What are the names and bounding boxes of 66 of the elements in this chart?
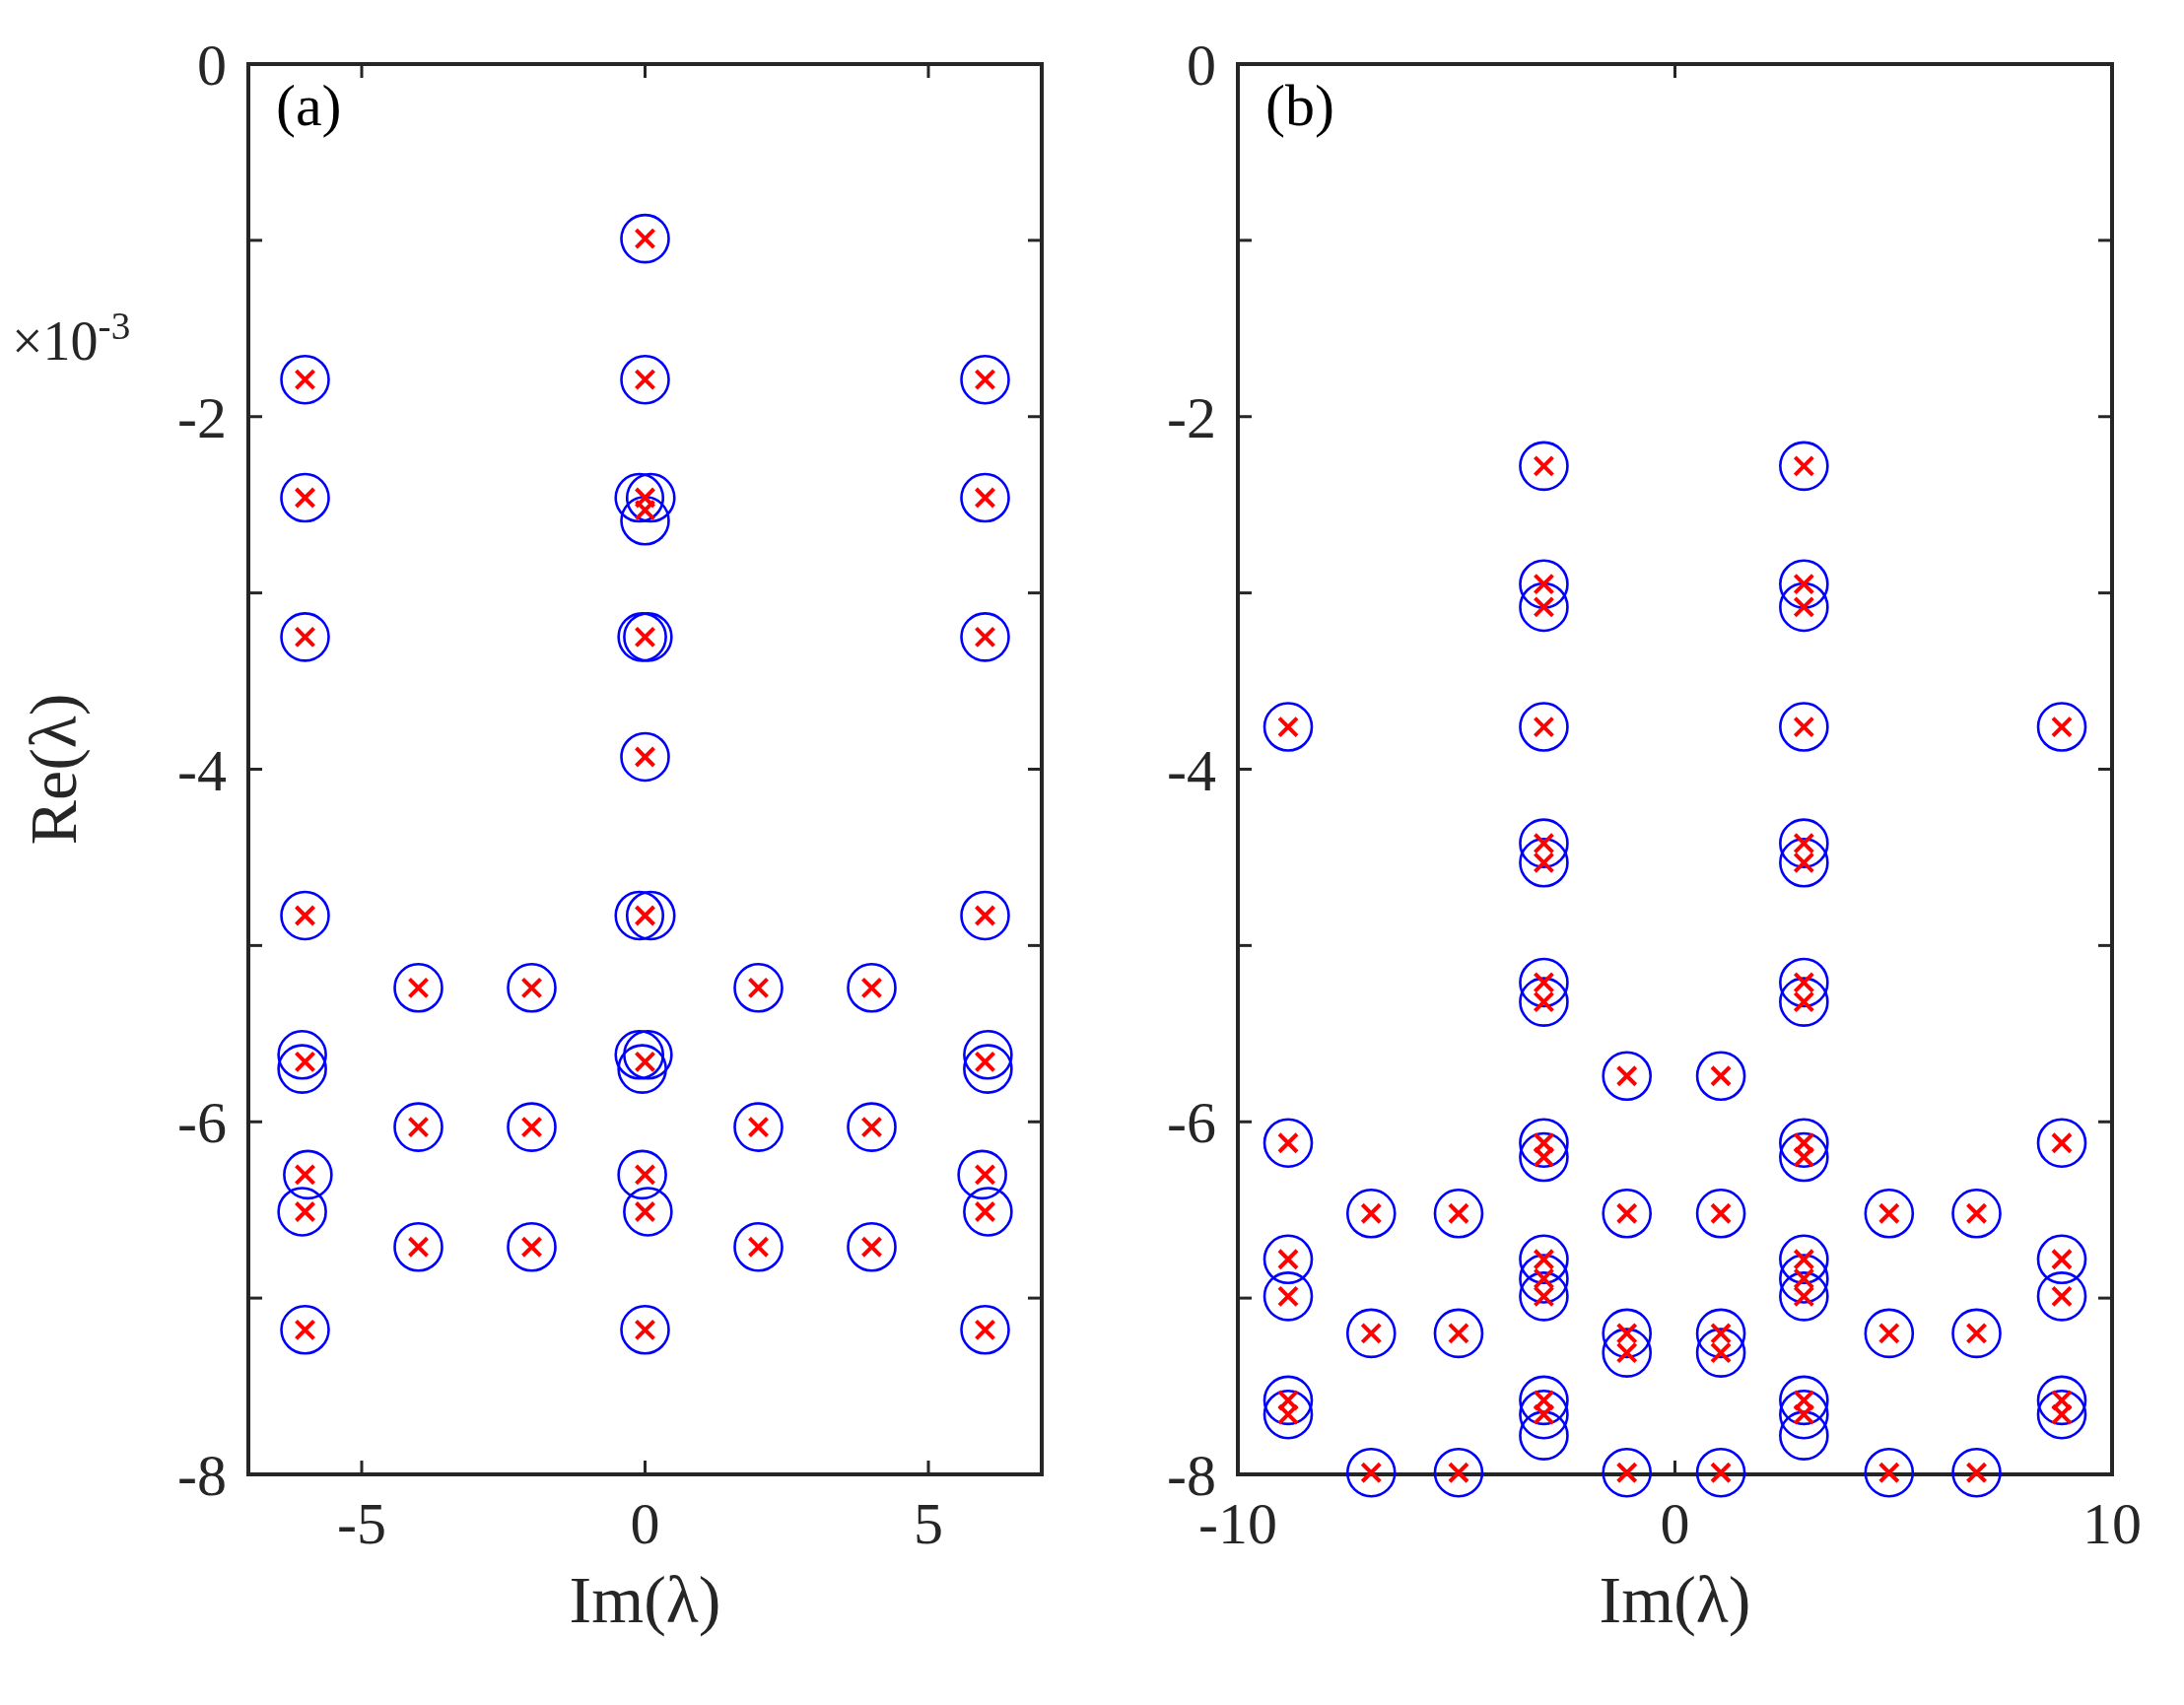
point (507, 1102, 557, 1152)
point (620, 731, 670, 783)
point (280, 354, 330, 405)
y-tick-label: -2 (177, 384, 227, 450)
point (617, 612, 667, 662)
x-tick-label: 0 (630, 1491, 660, 1556)
point (963, 1044, 1013, 1094)
point (280, 472, 330, 523)
y-tick-label: -6 (177, 1090, 227, 1156)
x-tick-label: -5 (337, 1491, 386, 1556)
point (625, 472, 676, 523)
y-tick-label: -4 (1167, 737, 1216, 803)
point (393, 963, 444, 1013)
point (963, 1187, 1013, 1237)
point (280, 890, 330, 941)
point (623, 612, 673, 662)
y-tick-label: -4 (177, 737, 227, 803)
point (733, 1221, 784, 1272)
point (963, 1029, 1013, 1080)
point (393, 1221, 444, 1272)
point (280, 1305, 330, 1355)
point (960, 612, 1010, 662)
point (277, 1187, 327, 1237)
point (625, 890, 676, 941)
x-tick-label: 10 (2082, 1491, 2142, 1556)
point (617, 1149, 667, 1200)
point (733, 963, 784, 1013)
point (617, 1044, 667, 1094)
point (620, 1305, 670, 1355)
point (614, 890, 665, 941)
y-axis-title: Re(λ) (16, 693, 91, 846)
y-tick-label: -8 (177, 1443, 227, 1508)
point (960, 1305, 1010, 1355)
point (960, 354, 1010, 405)
point (623, 1187, 673, 1237)
point (960, 890, 1010, 941)
point (620, 354, 670, 405)
y-tick-label: -2 (1167, 384, 1216, 450)
point (393, 1102, 444, 1152)
point (283, 1149, 333, 1200)
x-tick-label: 5 (914, 1491, 943, 1556)
x-axis-title: Im(λ) (1599, 1562, 1751, 1637)
annotation: (a) (276, 73, 342, 138)
point (620, 213, 670, 264)
point (847, 963, 897, 1013)
point (847, 1102, 897, 1152)
x-tick-label: 0 (1660, 1491, 1690, 1556)
point (620, 495, 670, 546)
point (957, 1149, 1007, 1200)
point (507, 1221, 557, 1272)
annotation: (b) (1265, 73, 1334, 138)
point (733, 1102, 784, 1152)
point (280, 612, 330, 662)
point (614, 472, 665, 523)
point (614, 1029, 665, 1080)
y-tick-label: 0 (197, 33, 227, 98)
point (960, 472, 1010, 523)
point (623, 1029, 673, 1080)
point (277, 1029, 327, 1080)
text: ×10$^{-3}$ (12, 304, 131, 372)
point (847, 1221, 897, 1272)
point (507, 963, 557, 1013)
y-tick-label: 0 (1187, 33, 1216, 98)
point (277, 1044, 327, 1094)
y-tick-label: -6 (1167, 1090, 1216, 1156)
x-axis-title: Im(λ) (569, 1562, 721, 1637)
